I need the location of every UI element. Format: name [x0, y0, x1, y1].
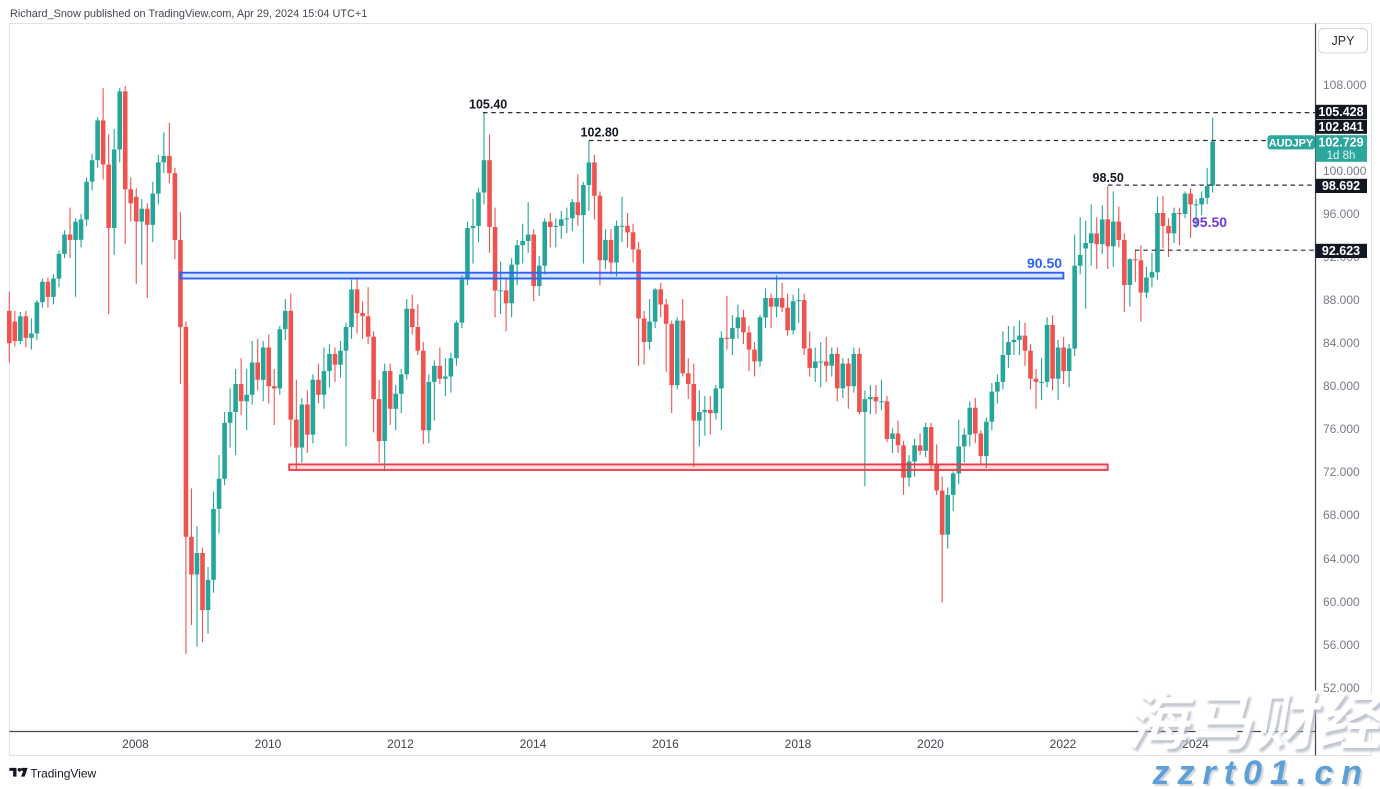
svg-text:2010: 2010 — [255, 737, 282, 751]
svg-text:102.729: 102.729 — [1318, 136, 1363, 150]
svg-text:56.000: 56.000 — [1323, 638, 1360, 652]
svg-text:76.000: 76.000 — [1323, 422, 1360, 436]
svg-text:Richard_Snow published on Trad: Richard_Snow published on TradingView.co… — [10, 8, 367, 20]
svg-text:52.000: 52.000 — [1323, 681, 1360, 695]
svg-text:JPY: JPY — [1332, 34, 1356, 48]
svg-text:98.50: 98.50 — [1093, 171, 1124, 185]
svg-text:92.623: 92.623 — [1322, 244, 1360, 258]
svg-text:60.000: 60.000 — [1323, 595, 1360, 609]
svg-text:AUDJPY: AUDJPY — [1269, 137, 1314, 149]
svg-text:1d 8h: 1d 8h — [1327, 150, 1356, 162]
svg-text:2012: 2012 — [387, 737, 414, 751]
svg-text:64.000: 64.000 — [1323, 552, 1360, 566]
svg-text:72.000: 72.000 — [1323, 465, 1360, 479]
svg-text:2022: 2022 — [1050, 737, 1077, 751]
svg-text:2014: 2014 — [520, 737, 547, 751]
svg-text:108.000: 108.000 — [1323, 78, 1367, 92]
svg-text:102.80: 102.80 — [581, 126, 619, 140]
svg-text:90.50: 90.50 — [1027, 255, 1062, 271]
svg-text:88.000: 88.000 — [1323, 293, 1360, 307]
svg-text:96.000: 96.000 — [1323, 207, 1360, 221]
svg-text:95.50: 95.50 — [1192, 214, 1227, 230]
svg-text:TradingView: TradingView — [30, 766, 96, 780]
svg-text:2016: 2016 — [652, 737, 679, 751]
svg-text:2018: 2018 — [785, 737, 812, 751]
svg-text:98.692: 98.692 — [1322, 179, 1360, 193]
svg-text:84.000: 84.000 — [1323, 336, 1360, 350]
svg-text:80.000: 80.000 — [1323, 379, 1360, 393]
svg-text:105.428: 105.428 — [1318, 105, 1363, 119]
svg-text:102.841: 102.841 — [1318, 120, 1363, 134]
svg-text:2020: 2020 — [917, 737, 944, 751]
svg-text:105.40: 105.40 — [469, 98, 507, 112]
svg-text:100.000: 100.000 — [1323, 164, 1367, 178]
svg-text:68.000: 68.000 — [1323, 508, 1360, 522]
svg-text:2008: 2008 — [122, 737, 149, 751]
